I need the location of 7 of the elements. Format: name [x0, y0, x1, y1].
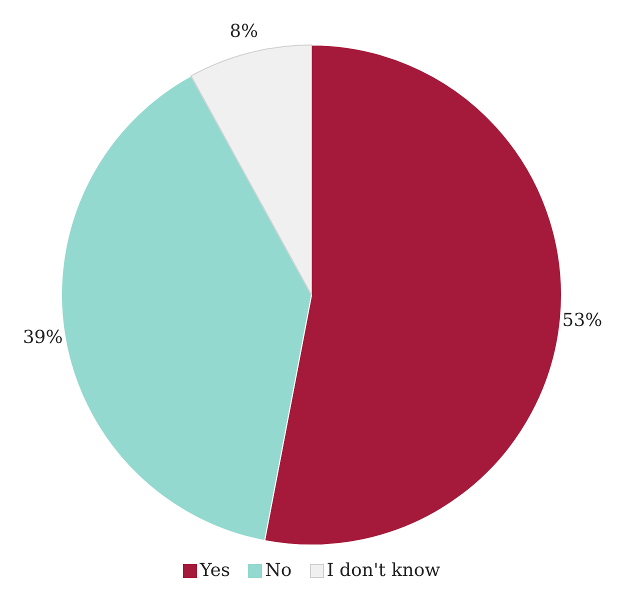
data-label: 53% — [562, 310, 602, 332]
data-label: 8% — [230, 21, 258, 42]
legend-label: Yes — [200, 560, 230, 581]
legend-label: I don't know — [326, 560, 440, 581]
data-label: 39% — [22, 327, 63, 348]
pie-slice — [190, 44, 312, 296]
legend-label: No — [265, 560, 292, 581]
